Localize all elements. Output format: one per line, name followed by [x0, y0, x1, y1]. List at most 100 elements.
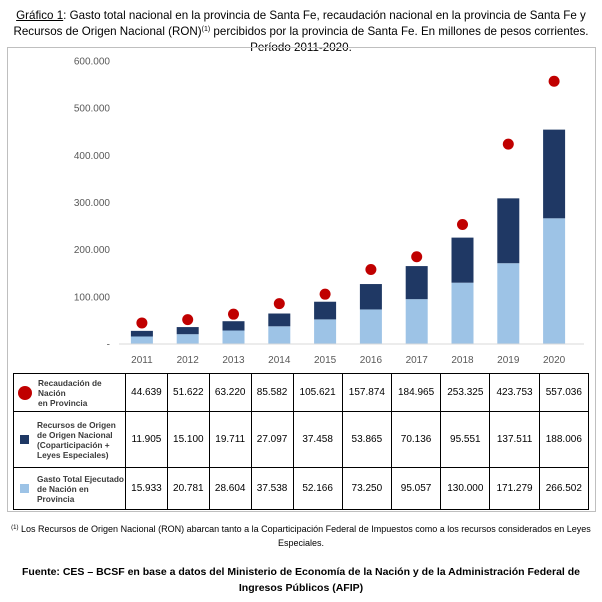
dot-recaudacion-2011	[136, 317, 148, 329]
row-label-dark-line1: Recursos de Origen	[37, 419, 116, 430]
x-tick-label-2018: 2018	[451, 355, 474, 366]
y-tick-label: 600.000	[74, 57, 111, 68]
table-cell-2012: 51.622	[166, 373, 210, 412]
row-label-light: Gasto Total Ejecutado de Nación en Provi…	[13, 467, 126, 510]
table-cell-2015: 52.166	[292, 467, 343, 510]
footnote-superscript: (1)	[11, 525, 19, 531]
table-cell-2017: 95.057	[390, 467, 442, 510]
table-cell-2015: 37.458	[292, 411, 343, 468]
bar-recursos-origen-nacional-2016	[359, 284, 382, 310]
dots	[136, 75, 560, 329]
dot-recaudacion-2012	[182, 314, 194, 326]
y-tick-label: 100.000	[74, 292, 111, 303]
table-cell-2011: 44.639	[125, 373, 168, 412]
table-row-dot: Recaudación de Nación en Provincia 44.63…	[13, 373, 590, 412]
table-cell-2014: 37.538	[250, 467, 294, 510]
row-label-dot-line2: en Provincia	[38, 397, 88, 408]
table-cell-2019: 137.511	[489, 411, 540, 468]
caption-text-a: : Gasto total nacional en la provincia d…	[13, 9, 586, 38]
caption-superscript: (1)	[201, 26, 211, 33]
row-label-dark-line4: Leyes Especiales)	[37, 449, 109, 460]
table-cell-2014: 85.582	[250, 373, 294, 412]
source-note: Fuente: CES – BCSF en base a datos del M…	[22, 566, 580, 594]
x-axis-ticks: 2011 2012 2013 2014 2015 2016 2017 2018 2019 2020	[131, 355, 566, 366]
light-blue-square-icon	[20, 484, 29, 493]
table-cell-2018: 130.000	[440, 467, 491, 510]
stacked-bar-chart: 600.000 500.000 400.000 300.000 200.000 100.0…	[74, 57, 584, 366]
dot-recaudacion-2017	[411, 251, 423, 263]
y-tick-label: 500.000	[74, 104, 111, 115]
x-tick-label-2013: 2013	[222, 355, 245, 366]
bar-recursos-origen-nacional-2014	[268, 313, 291, 327]
table-cell-2016: 73.250	[341, 467, 392, 510]
bar-gasto-total-2020	[543, 218, 566, 344]
table-cell-2017: 70.136	[390, 411, 442, 468]
bar-recursos-origen-nacional-2019	[497, 198, 520, 264]
table-cell-2020: 188.006	[538, 411, 590, 468]
table-cell-2011: 11.905	[125, 411, 168, 468]
bar-recursos-origen-nacional-2015	[314, 301, 337, 320]
x-tick-label-2020: 2020	[543, 355, 566, 366]
table-cell-2019: 423.753	[489, 373, 540, 412]
bar-recursos-origen-nacional-2011	[130, 330, 153, 337]
table-cell-2016: 157.874	[341, 373, 392, 412]
table-cell-2020: 557.036	[538, 373, 590, 412]
footnote: (1) Los Recursos de Origen Nacional (RON…	[6, 522, 596, 550]
table-cell-2015: 105.621	[292, 373, 343, 412]
table-cell-2012: 15.100	[166, 411, 210, 468]
table-cell-2014: 27.097	[250, 411, 294, 468]
bar-gasto-total-2016	[359, 309, 382, 344]
y-tick-label: 400.000	[74, 151, 111, 162]
row-label-light-line1: Gasto Total Ejecutado	[37, 473, 124, 484]
chart-frame	[7, 47, 596, 512]
dot-recaudacion-2019	[502, 138, 514, 150]
table-cell-2016: 53.865	[341, 411, 392, 468]
table-cell-2018: 253.325	[440, 373, 491, 412]
bar-gasto-total-2017	[405, 299, 428, 344]
dot-recaudacion-2014	[273, 298, 285, 310]
dot-recaudacion-2018	[457, 219, 468, 231]
caption-label: Gráfico 1	[16, 9, 64, 22]
red-dot-marker-icon	[18, 385, 32, 400]
dark-blue-square-icon	[20, 435, 29, 444]
data-table: Recaudación de Nación en Provincia 44.63…	[13, 373, 590, 510]
x-tick-label-2019: 2019	[497, 355, 520, 366]
chart-caption: Gráfico 1: Gasto total nacional en la pr…	[6, 8, 596, 56]
dot-recaudacion-2020	[548, 75, 560, 87]
dot-recaudacion-2013	[228, 308, 239, 320]
bar-recursos-origen-nacional-2012	[176, 327, 199, 335]
x-tick-label-2015: 2015	[314, 355, 337, 366]
table-cell-2013: 28.604	[208, 467, 252, 510]
bar-gasto-total-2011	[130, 336, 153, 344]
bar-recursos-origen-nacional-2013	[222, 321, 245, 331]
row-label-light-line2: de Nación en Provincia	[37, 483, 89, 504]
x-tick-label-2012: 2012	[177, 355, 200, 366]
footnote-text: Los Recursos de Origen Nacional (RON) ab…	[18, 524, 591, 548]
bar-recursos-origen-nacional-2020	[543, 129, 566, 219]
row-label-dot: Recaudación de Nación en Provincia	[13, 373, 126, 412]
bars	[130, 129, 566, 344]
bar-gasto-total-2014	[268, 326, 291, 344]
table-cell-2012: 20.781	[166, 467, 210, 510]
table-cell-2013: 19.711	[208, 411, 252, 468]
x-tick-label-2016: 2016	[360, 355, 383, 366]
x-tick-label-2011: 2011	[131, 355, 153, 366]
dot-recaudacion-2016	[365, 264, 377, 276]
row-label-dark-line2: de Origen Nacional	[37, 429, 113, 440]
row-label-dot-line1: Recaudación de Nación	[38, 377, 102, 398]
y-tick-label: 200.000	[74, 245, 111, 256]
table-cell-2019: 171.279	[489, 467, 540, 510]
bar-gasto-total-2013	[222, 330, 245, 344]
bar-gasto-total-2019	[497, 263, 520, 344]
row-label-dark-line3: (Coparticipación +	[37, 439, 110, 450]
table-cell-2018: 95.551	[440, 411, 491, 468]
row-label-dark: Recursos de Origen de Origen Nacional (C…	[13, 411, 126, 468]
table-cell-2013: 63.220	[208, 373, 252, 412]
table-row-light: Gasto Total Ejecutado de Nación en Provi…	[13, 467, 590, 510]
table-cell-2020: 266.502	[538, 467, 590, 510]
bar-gasto-total-2018	[451, 282, 474, 344]
bar-gasto-total-2015	[314, 319, 337, 344]
y-axis-ticks: 600.000 500.000 400.000 300.000 200.000 100.0…	[74, 57, 111, 351]
x-tick-label-2014: 2014	[268, 355, 291, 366]
bar-gasto-total-2012	[176, 334, 199, 344]
